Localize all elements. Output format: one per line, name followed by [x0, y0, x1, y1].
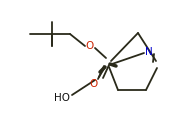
Text: O: O [86, 41, 94, 51]
Text: O: O [89, 79, 97, 89]
Text: HO: HO [54, 93, 70, 103]
Text: N: N [145, 47, 153, 57]
